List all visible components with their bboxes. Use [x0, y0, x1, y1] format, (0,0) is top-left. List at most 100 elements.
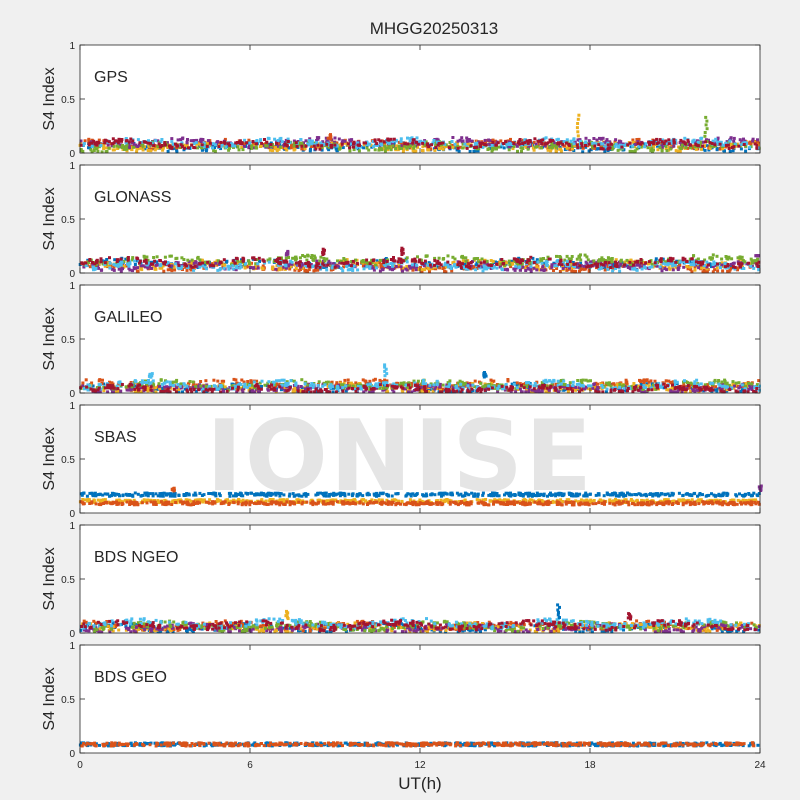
data-point [484, 143, 488, 147]
data-point [180, 256, 184, 260]
data-point [441, 257, 445, 261]
data-point [150, 266, 154, 270]
data-point [466, 267, 470, 271]
data-point [325, 142, 329, 146]
data-point [198, 258, 202, 262]
data-point [608, 264, 612, 268]
data-point [326, 263, 330, 267]
data-point [411, 148, 415, 152]
data-point [547, 257, 551, 261]
data-point [91, 263, 95, 267]
data-point [537, 142, 541, 146]
data-point [172, 142, 175, 146]
data-point [126, 256, 130, 259]
data-point-peak [329, 137, 333, 141]
data-point [386, 262, 390, 266]
data-point [505, 142, 509, 146]
data-point [636, 260, 640, 264]
data-point [93, 262, 97, 266]
data-point [527, 262, 531, 266]
data-point [88, 258, 92, 262]
data-point [335, 144, 339, 148]
data-point [141, 264, 145, 268]
data-point [562, 144, 566, 148]
data-point [592, 383, 596, 387]
data-point [461, 146, 465, 150]
data-point [128, 268, 132, 272]
y-tick-label: 1 [69, 41, 75, 52]
data-point [458, 138, 462, 142]
data-point [703, 383, 707, 387]
data-point [325, 380, 328, 384]
data-point [508, 263, 512, 267]
data-point [396, 381, 400, 385]
data-point [685, 259, 689, 263]
data-point [219, 140, 223, 144]
data-point [119, 389, 123, 393]
data-points-gps [78, 113, 761, 154]
data-point [186, 266, 190, 270]
data-point [112, 141, 116, 145]
data-point [190, 265, 194, 269]
data-point [693, 268, 697, 272]
data-point [465, 264, 468, 268]
data-point [614, 267, 617, 270]
data-point [247, 262, 251, 266]
data-point [343, 258, 347, 262]
data-point [525, 385, 528, 389]
data-point [653, 379, 657, 383]
data-point [750, 261, 754, 265]
data-point [665, 268, 669, 272]
data-point [114, 390, 118, 393]
data-point [271, 148, 275, 152]
data-point [253, 258, 257, 261]
data-point [304, 139, 308, 143]
data-point [380, 380, 384, 384]
data-point [646, 146, 650, 150]
data-point [128, 260, 132, 264]
data-point [664, 145, 668, 148]
data-point [606, 265, 610, 269]
data-point [201, 261, 204, 265]
data-point [399, 137, 403, 141]
data-point [203, 263, 207, 266]
data-point [701, 140, 705, 144]
data-point [479, 381, 483, 385]
data-point [310, 139, 314, 143]
data-point-peak [703, 134, 707, 138]
data-point [671, 264, 675, 268]
data-point [112, 262, 116, 266]
data-point [382, 140, 386, 144]
data-point [674, 138, 678, 142]
data-point [649, 379, 653, 383]
data-point [524, 142, 528, 146]
data-point [137, 143, 141, 147]
data-point [271, 143, 275, 147]
data-point [284, 266, 288, 270]
data-point [532, 141, 536, 144]
data-point [740, 388, 744, 392]
data-point [306, 253, 310, 257]
data-point [90, 381, 94, 385]
data-point [606, 267, 610, 271]
data-point [370, 145, 374, 149]
data-point [599, 382, 603, 386]
data-point [397, 144, 401, 148]
data-point [362, 143, 366, 147]
data-point [126, 388, 130, 392]
data-point [526, 147, 530, 151]
data-point [253, 390, 257, 394]
data-point [728, 150, 732, 153]
data-point [192, 139, 196, 142]
data-point [640, 141, 644, 145]
data-point [584, 145, 588, 149]
data-point [410, 381, 414, 385]
data-point [325, 268, 329, 272]
data-point [285, 380, 289, 384]
data-point [95, 259, 98, 263]
data-point [104, 150, 108, 154]
data-point [482, 260, 486, 264]
data-point [479, 145, 483, 149]
data-point [644, 142, 648, 146]
